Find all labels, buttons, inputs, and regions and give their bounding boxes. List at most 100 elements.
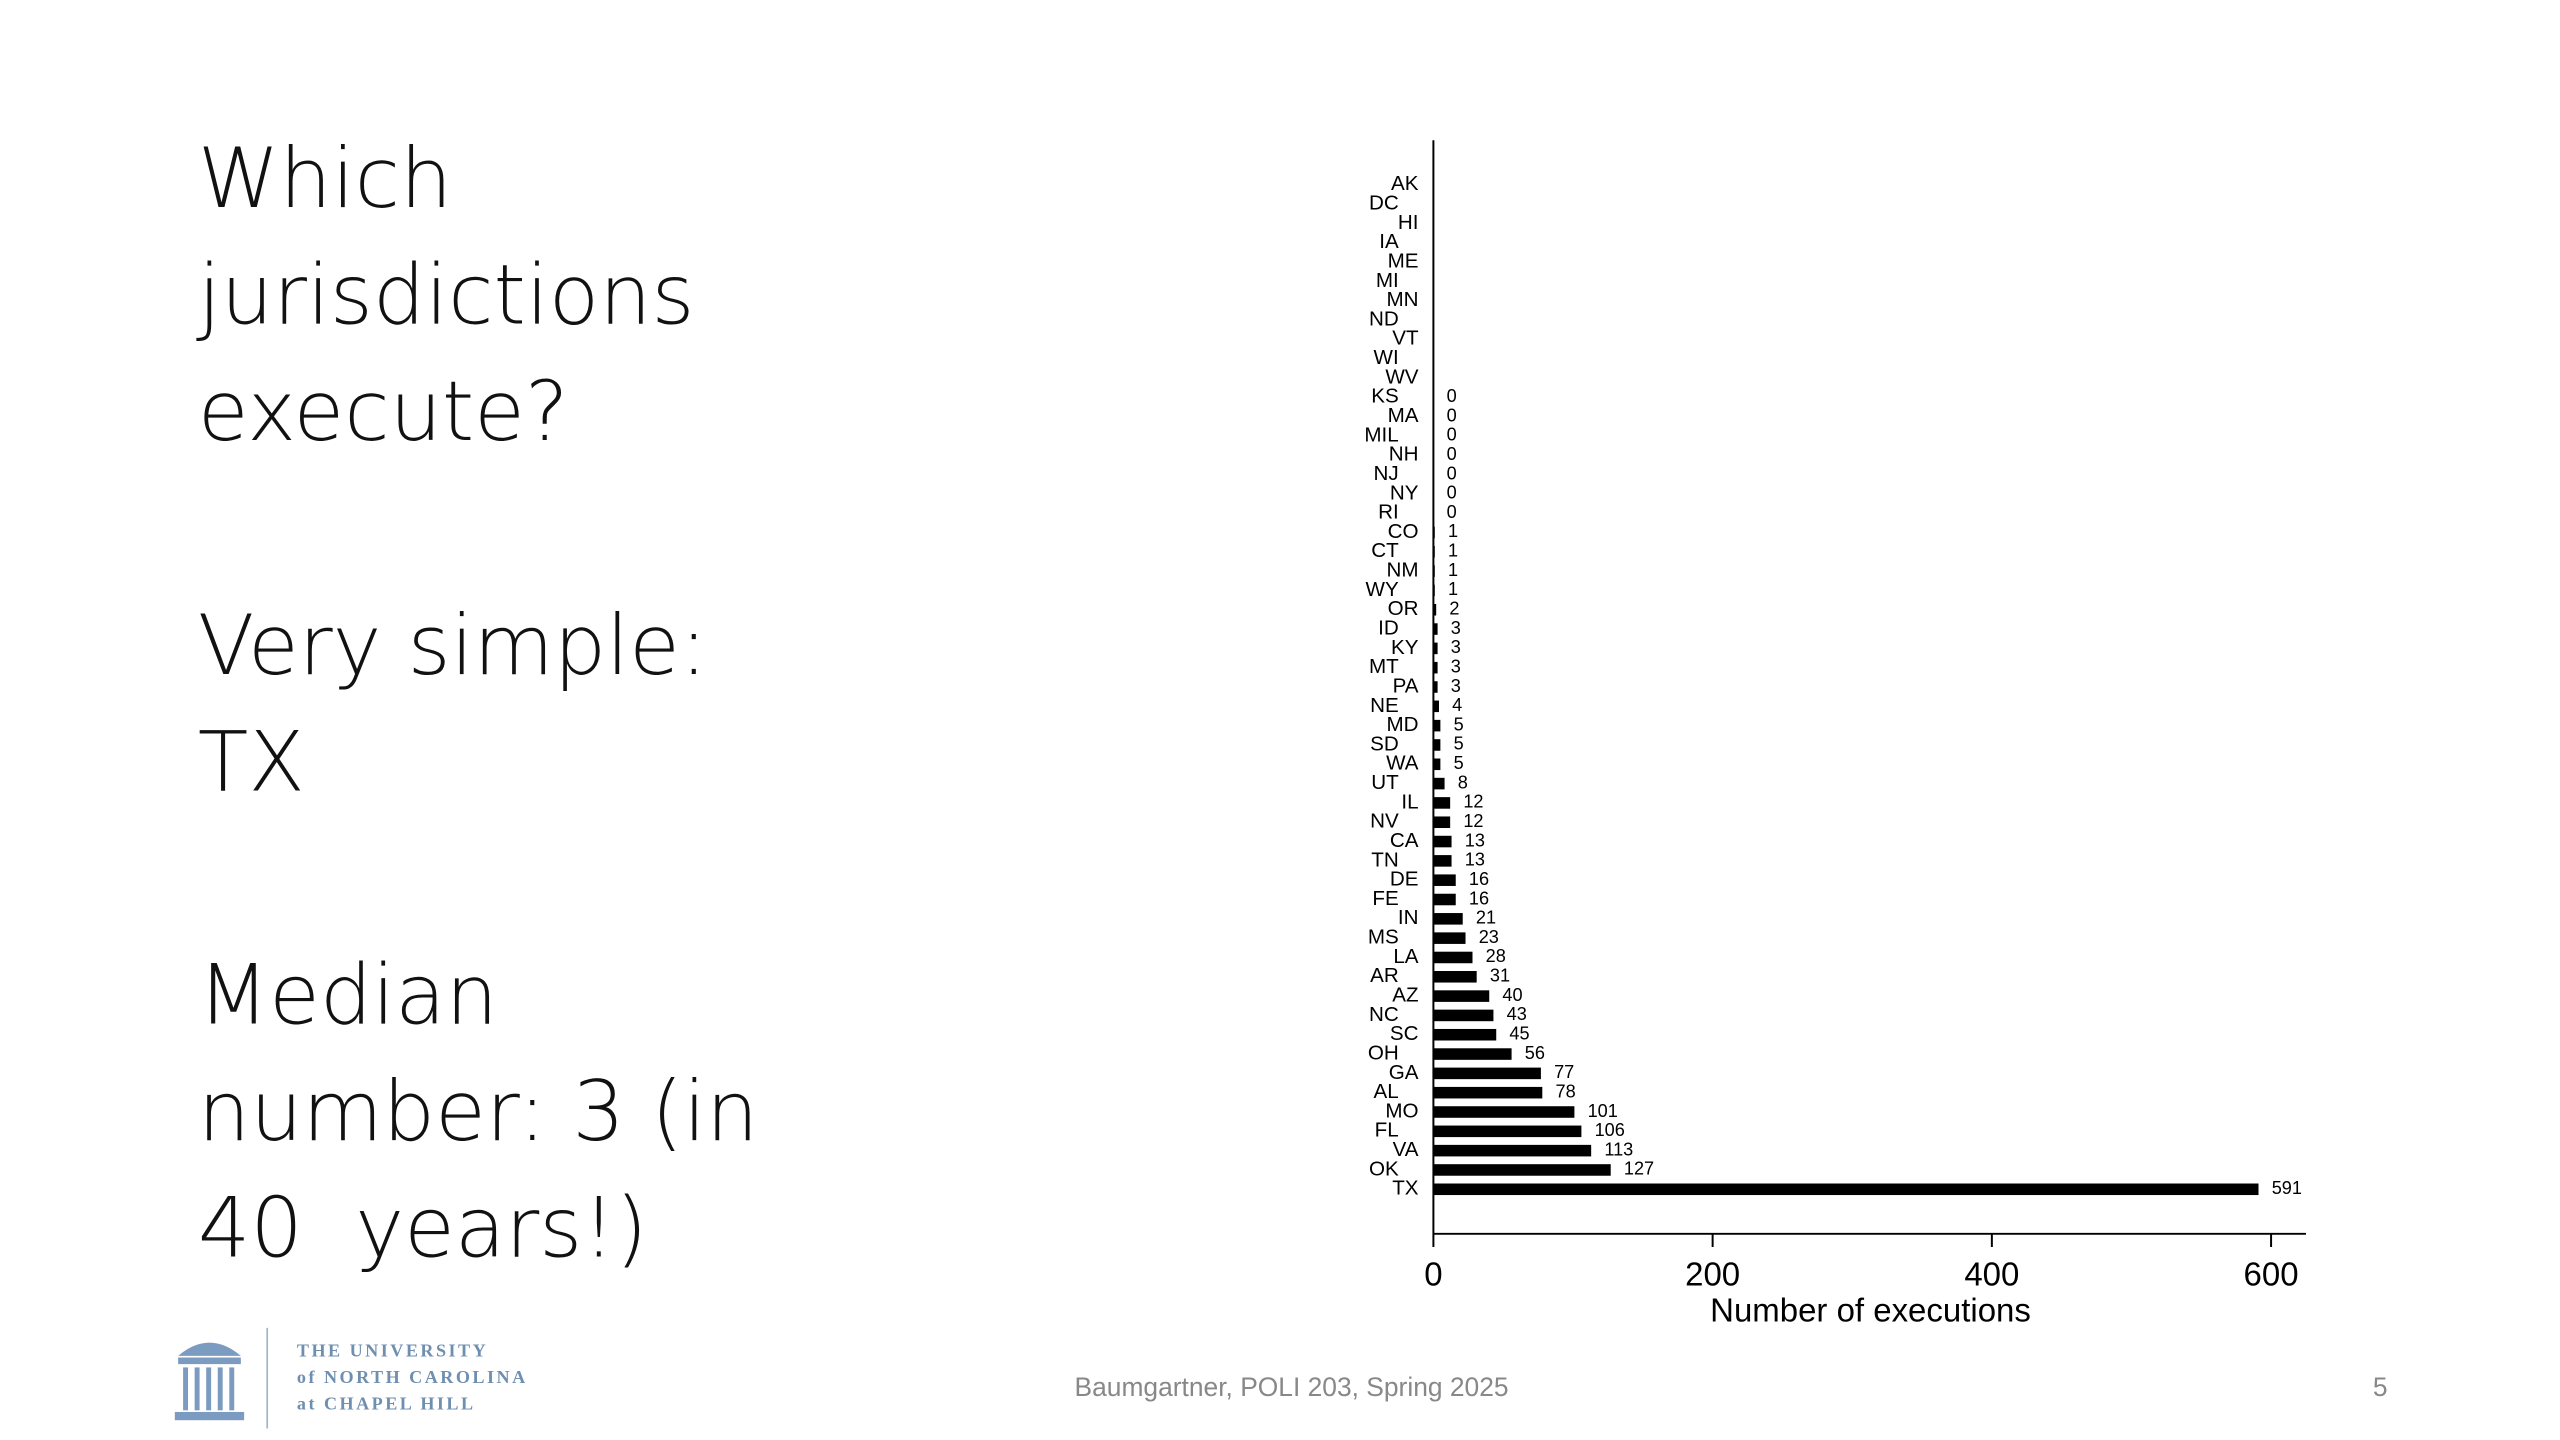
bar [1433, 623, 1438, 635]
bar [1433, 777, 1445, 790]
y-tick-label: MN [1386, 288, 1418, 311]
y-tick-label: SD [1370, 732, 1399, 755]
y-tick-label: OK [1369, 1157, 1399, 1180]
logo: THE UNIVERSITY of NORTH CAROLINA at CHAP… [174, 1327, 528, 1429]
value-label: 0 [1447, 444, 1457, 464]
page-number: 5 [2373, 1372, 2388, 1402]
value-label: 2 [1449, 599, 1459, 619]
bar [1433, 642, 1438, 655]
slide-text-line: Very simple: [198, 598, 708, 694]
value-label: 56 [1525, 1043, 1545, 1063]
value-label: 40 [1502, 985, 1522, 1005]
value-label: 43 [1507, 1004, 1527, 1024]
bar [1433, 835, 1452, 848]
y-tick-label: KY [1391, 636, 1419, 659]
value-label: 78 [1555, 1081, 1575, 1101]
footer: Baumgartner, POLI 203, Spring 2025 [1075, 1372, 1509, 1402]
y-tick-label: VA [1393, 1138, 1419, 1161]
y-tick-label: NE [1370, 694, 1399, 717]
value-label: 45 [1509, 1024, 1529, 1044]
value-label: 28 [1486, 946, 1506, 966]
y-tick-label: MT [1369, 655, 1399, 678]
y-tick-label: ND [1369, 307, 1399, 330]
y-tick-label: MD [1386, 713, 1418, 736]
y-tick-label: TX [1392, 1177, 1419, 1200]
bar [1433, 797, 1451, 809]
value-label: 21 [1476, 908, 1496, 928]
value-label: 16 [1469, 888, 1489, 908]
value-label: 1 [1448, 541, 1458, 561]
bar [1433, 719, 1441, 732]
y-tick-label: PA [1393, 674, 1419, 697]
value-label: 23 [1479, 927, 1499, 947]
y-tick-label: UT [1371, 771, 1399, 794]
slide-text-line: number: 3 (in [198, 1064, 758, 1160]
value-label: 16 [1469, 869, 1489, 889]
bar [1433, 874, 1456, 886]
value-label: 591 [2272, 1178, 2302, 1198]
value-label: 31 [1490, 966, 1510, 986]
bar [1433, 661, 1438, 674]
value-label: 3 [1451, 656, 1461, 676]
value-label: 106 [1595, 1120, 1625, 1140]
x-axis-label: Number of executions [1710, 1292, 2031, 1329]
bar [1433, 1164, 1611, 1176]
bar [1433, 932, 1466, 944]
bar [1433, 990, 1490, 1002]
value-label: 101 [1588, 1101, 1618, 1121]
bar [1433, 1086, 1543, 1099]
y-tick-label: NY [1390, 481, 1419, 504]
y-tick-label: CT [1371, 539, 1399, 562]
y-tick-label: NH [1389, 443, 1419, 466]
y-tick-label: AR [1370, 964, 1399, 987]
value-label: 0 [1447, 425, 1457, 445]
y-tick-label: MO [1385, 1099, 1418, 1122]
logo-line: THE UNIVERSITY [297, 1341, 488, 1361]
value-label: 0 [1447, 502, 1457, 522]
bar [1433, 1028, 1497, 1041]
y-tick-label: WY [1366, 578, 1399, 601]
y-tick-label: MS [1368, 926, 1399, 949]
y-tick-label: NV [1370, 810, 1399, 833]
y-tick-label: NJ [1374, 462, 1399, 485]
bar [1433, 700, 1439, 713]
slide-text-line: Which [198, 131, 452, 227]
bar [1433, 1125, 1582, 1138]
bar [1433, 546, 1435, 558]
y-tick-label: RI [1378, 501, 1399, 524]
bar [1433, 565, 1435, 577]
y-tick-label: AZ [1392, 984, 1418, 1007]
value-label: 13 [1465, 850, 1485, 870]
value-label: 3 [1451, 676, 1461, 696]
y-tick-label: LA [1393, 945, 1418, 968]
logo-line: of NORTH CAROLINA [297, 1367, 528, 1387]
value-label: 0 [1447, 463, 1457, 483]
y-tick-label: WV [1385, 365, 1418, 388]
y-tick-label: WA [1386, 752, 1419, 775]
bar [1433, 951, 1473, 964]
y-tick-label: MA [1388, 404, 1419, 427]
y-tick-label: IN [1398, 906, 1419, 929]
bar [1433, 971, 1477, 983]
value-label: 0 [1447, 405, 1457, 425]
y-tick-label: FL [1375, 1119, 1399, 1142]
bar [1433, 1106, 1575, 1118]
value-label: 8 [1458, 772, 1468, 792]
value-label: 5 [1454, 734, 1464, 754]
bar [1433, 1009, 1494, 1022]
value-label: 3 [1451, 637, 1461, 657]
value-label: 1 [1448, 560, 1458, 580]
value-label: 0 [1447, 483, 1457, 503]
bar [1433, 681, 1438, 693]
y-tick-label: AK [1391, 172, 1419, 195]
bar [1433, 1048, 1512, 1060]
y-tick-label: HI [1398, 211, 1419, 234]
logo-icon [174, 1342, 245, 1421]
value-label: 77 [1554, 1062, 1574, 1082]
y-tick-label: NC [1369, 1003, 1399, 1026]
value-label: 5 [1454, 714, 1464, 734]
slide-text-line: execute? [198, 364, 569, 460]
logo-line: at CHAPEL HILL [297, 1394, 476, 1414]
y-tick-label: IA [1379, 230, 1399, 253]
